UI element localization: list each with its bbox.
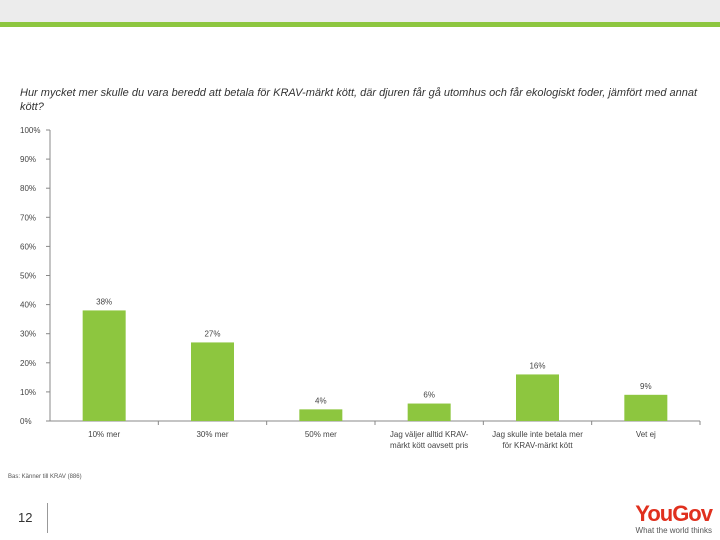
x-category-label-line: Jag skulle inte betala mer <box>492 430 583 439</box>
page-number: 12 <box>18 510 33 525</box>
x-category-label-line: märkt kött oavsett pris <box>390 441 468 450</box>
data-label: 6% <box>423 391 435 400</box>
question-text: Hur mycket mer skulle du vara beredd att… <box>20 87 698 113</box>
bar <box>191 342 234 421</box>
y-tick-label: 80% <box>20 184 36 193</box>
page-number-divider <box>47 503 48 533</box>
x-category-label-line: för KRAV-märkt kött <box>502 441 573 450</box>
logo-wordmark: YouGov <box>635 501 713 526</box>
y-tick-label: 60% <box>20 242 36 251</box>
x-category-label: 10% mer <box>88 430 120 439</box>
data-label: 4% <box>315 396 327 405</box>
x-category-label: Jag skulle inte betala mer för KRAV-märkt… <box>492 430 583 450</box>
data-label: 16% <box>529 361 545 370</box>
y-tick-label: 40% <box>20 301 36 310</box>
x-category-label: 30% mer <box>196 430 228 439</box>
header-accent-line <box>0 22 720 27</box>
y-tick-label: 10% <box>20 388 36 397</box>
bar <box>407 403 451 421</box>
x-category-label: Vet ej <box>636 430 656 439</box>
x-category-label-line: 30% mer <box>196 430 228 439</box>
y-tick-label: 30% <box>20 330 36 339</box>
bar <box>624 394 668 421</box>
x-category-label: Jag väljer alltid KRAV-märkt kött oavset… <box>390 430 469 450</box>
logo-tagline: What the world thinks <box>635 526 712 535</box>
data-label: 27% <box>204 329 220 338</box>
x-category-label-line: Vet ej <box>636 430 656 439</box>
data-label: 9% <box>640 382 652 391</box>
yougov-logo: YouGov What the world thinks <box>635 501 713 536</box>
y-tick-label: 0% <box>20 417 32 426</box>
x-category-label-line: 50% mer <box>305 430 337 439</box>
bar <box>82 310 126 421</box>
y-tick-label: 20% <box>20 359 36 368</box>
y-tick-label: 90% <box>20 155 36 164</box>
bar <box>299 409 343 421</box>
header-band <box>0 0 720 22</box>
y-tick-label: 70% <box>20 213 36 222</box>
bar <box>516 374 559 421</box>
x-category-label: 50% mer <box>305 430 337 439</box>
y-tick-label: 50% <box>20 272 36 281</box>
y-tick-label: 100% <box>20 126 40 135</box>
x-category-label-line: 10% mer <box>88 430 120 439</box>
base-footnote: Bas: Känner till KRAV (886) <box>8 474 82 480</box>
bar-chart: 0% 10% 20% 30% 40% 50% 60% 70% 80% 90% 100% 38% 10% … <box>20 126 701 450</box>
x-category-label-line: Jag väljer alltid KRAV- <box>390 430 469 439</box>
data-label: 38% <box>96 297 112 306</box>
